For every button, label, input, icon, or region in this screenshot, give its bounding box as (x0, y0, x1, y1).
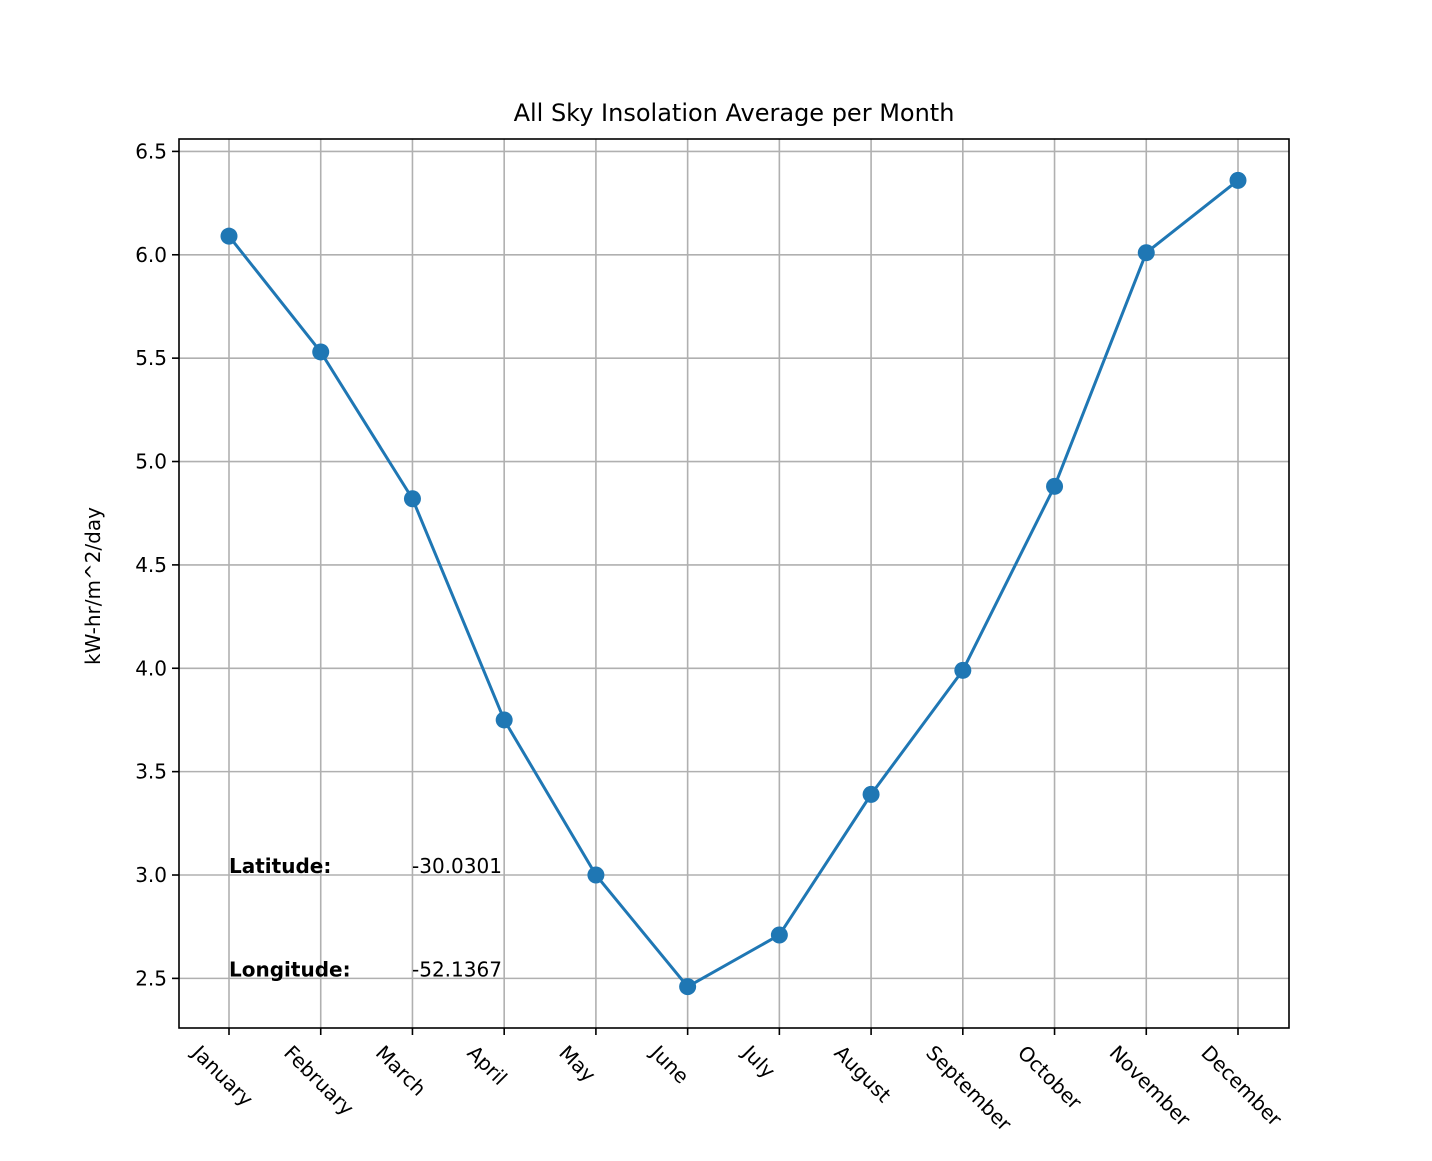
data-point (403, 490, 421, 508)
y-axis-label: kW-hr/m^2/day (81, 507, 105, 665)
x-tick-label: January (186, 1039, 258, 1111)
x-tick-label: March (371, 1041, 431, 1101)
x-tick-label: November (1105, 1041, 1196, 1132)
y-tick-label: 6.5 (135, 139, 167, 163)
tick-labels: January February March April May June July Augu… (135, 139, 1287, 1136)
y-tick-label: 4.5 (135, 553, 167, 577)
annotation-key: Longitude: (229, 957, 351, 981)
annotation-key: Latitude: (229, 854, 331, 878)
y-tick-label: 4.0 (135, 656, 167, 680)
data-point (312, 343, 330, 361)
x-tick-label: October (1013, 1041, 1087, 1115)
x-tick-label: September (921, 1041, 1017, 1137)
x-tick-label: June (645, 1039, 694, 1088)
annotation-value: -30.0301 (412, 854, 502, 878)
y-tick-label: 5.0 (135, 450, 167, 474)
x-tick-label: August (830, 1041, 897, 1108)
x-tick-label: July (736, 1039, 780, 1083)
y-tick-label: 6.0 (135, 243, 167, 267)
data-point (1137, 244, 1155, 262)
x-tick-label: December (1196, 1041, 1287, 1132)
data-point (1229, 171, 1247, 189)
series-layer (220, 171, 1247, 996)
data-point (1046, 477, 1064, 495)
grid (179, 139, 1289, 1028)
data-point (495, 711, 513, 729)
data-point (862, 785, 880, 803)
y-tick-label: 2.5 (135, 966, 167, 990)
annotations: Latitude: -30.0301 Longitude: -52.1367 (229, 854, 502, 981)
x-tick-label: February (279, 1041, 359, 1121)
x-tick-label: April (463, 1041, 512, 1090)
data-point (220, 227, 238, 245)
x-tick-label: May (554, 1041, 600, 1087)
data-point (587, 866, 605, 884)
series-line (227, 179, 1239, 989)
y-tick-label: 3.5 (135, 760, 167, 784)
y-tick-label: 5.5 (135, 346, 167, 370)
axes (172, 138, 1290, 1035)
data-point (679, 978, 697, 996)
data-point (770, 926, 788, 944)
chart-title: All Sky Insolation Average per Month (514, 99, 955, 127)
y-tick-label: 3.0 (135, 863, 167, 887)
annotation-value: -52.1367 (412, 957, 502, 981)
plot-frame (178, 138, 1290, 1029)
data-point (954, 661, 972, 679)
